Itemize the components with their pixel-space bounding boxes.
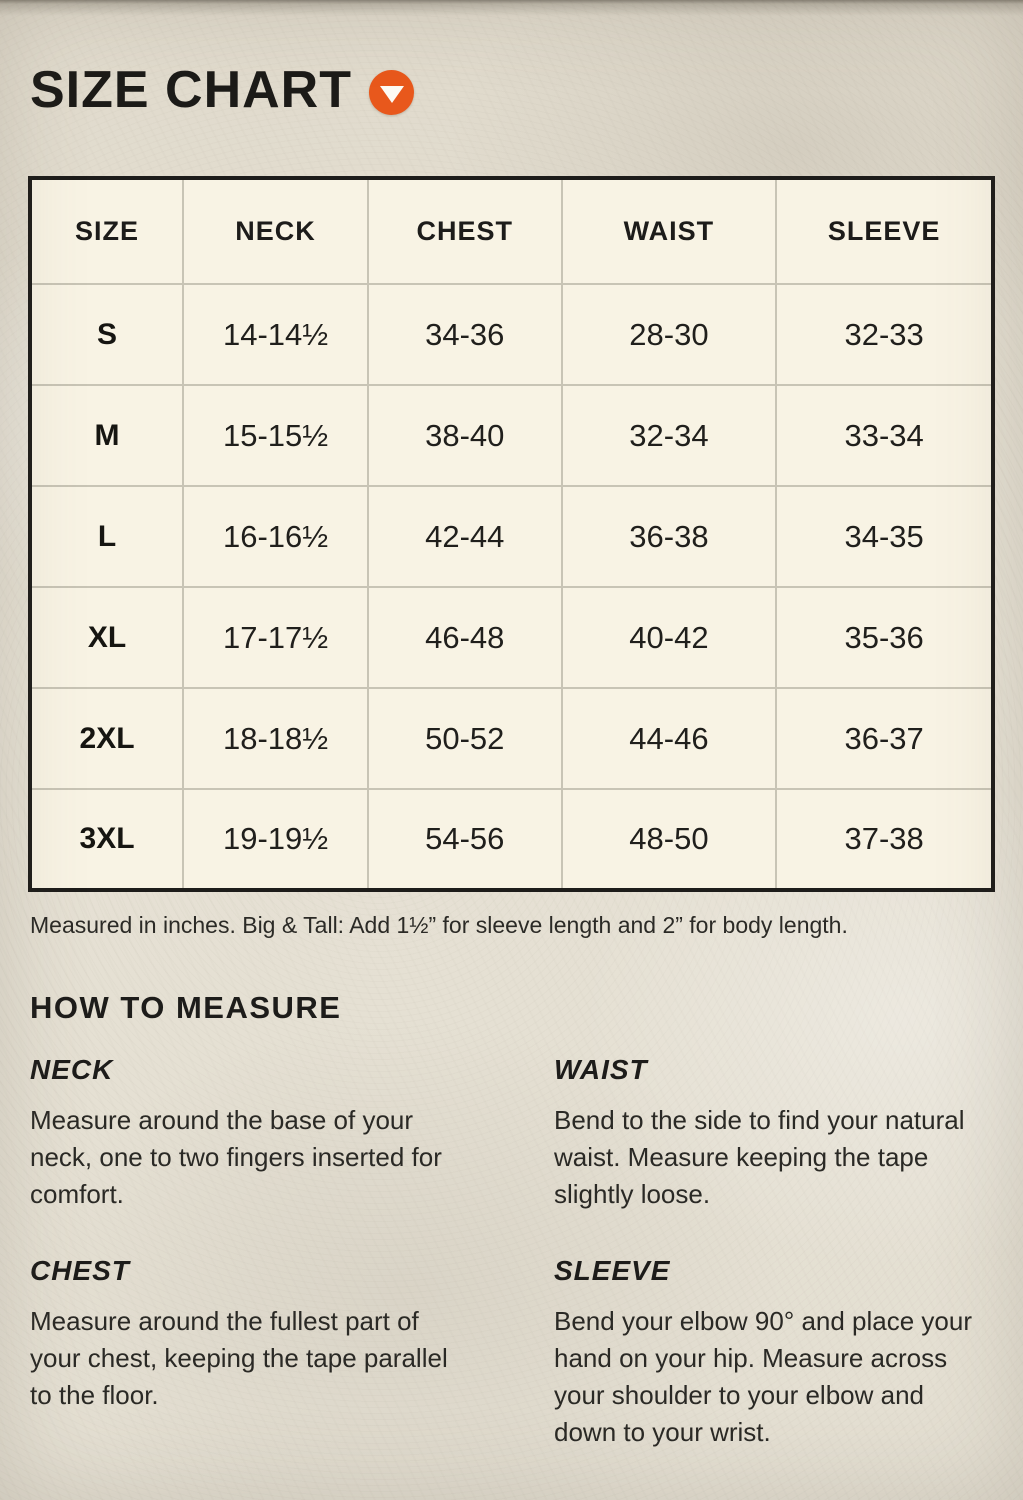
chest-cell: 54-56 xyxy=(367,788,563,891)
waist-cell: 40-42 xyxy=(560,586,778,689)
triangle-down-icon[interactable] xyxy=(369,69,414,115)
table-row-xl: XL 17-17½ 46-48 40-42 35-36 xyxy=(28,586,994,689)
sleeve-cell: 36-37 xyxy=(775,687,994,790)
table-row-s: S 14-14½ 34-36 28-30 32-33 xyxy=(28,283,994,386)
measure-section-heading: SLEEVE xyxy=(554,1255,671,1286)
table-header-row: SIZE NECK CHEST WAIST SLEEVE xyxy=(28,177,994,285)
waist-cell: 28-30 xyxy=(560,283,778,386)
sleeve-cell: 33-34 xyxy=(775,384,994,487)
chest-cell: 38-40 xyxy=(367,384,563,487)
sleeve-cell: 37-38 xyxy=(775,788,994,891)
size-cell: M xyxy=(28,384,185,487)
chest-cell: 34-36 xyxy=(367,283,563,386)
how-to-measure-sections: NECK Measure around the base of your nec… xyxy=(30,1054,993,1451)
measure-section-heading: WAIST xyxy=(554,1054,648,1085)
chest-cell: 46-48 xyxy=(367,586,563,689)
page-title: SIZE CHART xyxy=(30,61,352,119)
measure-section-text: Bend to the side to find your natural wa… xyxy=(554,1105,965,1209)
size-table-header: SIZE NECK CHEST WAIST SLEEVE xyxy=(28,177,994,285)
waist-cell: 48-50 xyxy=(560,788,778,891)
chest-cell: 42-44 xyxy=(367,485,563,588)
column-header-size: SIZE xyxy=(28,177,185,285)
column-header-neck: NECK xyxy=(182,177,369,285)
size-cell: 3XL xyxy=(28,788,185,891)
triangle-glyph xyxy=(379,85,404,103)
sleeve-cell: 32-33 xyxy=(775,283,994,386)
size-cell: 2XL xyxy=(28,687,185,790)
column-header-waist: WAIST xyxy=(560,177,778,285)
neck-cell: 16-16½ xyxy=(182,485,369,588)
waist-cell: 32-34 xyxy=(560,384,778,487)
waist-cell: 36-38 xyxy=(560,485,778,588)
header: SIZE CHART xyxy=(0,0,1023,116)
measure-section-heading: NECK xyxy=(30,1054,114,1085)
size-cell: L xyxy=(28,485,185,588)
neck-cell: 14-14½ xyxy=(182,283,369,386)
neck-cell: 19-19½ xyxy=(182,788,369,891)
size-cell: XL xyxy=(28,586,185,689)
neck-cell: 17-17½ xyxy=(182,586,369,689)
measure-section-sleeve: SLEEVE Bend your elbow 90° and place you… xyxy=(554,1255,993,1451)
table-row-m: M 15-15½ 38-40 32-34 33-34 xyxy=(28,384,994,487)
measure-section-waist: WAIST Bend to the side to find your natu… xyxy=(554,1054,993,1213)
waist-cell: 44-46 xyxy=(560,687,778,790)
measurement-note: Measured in inches. Big & Tall: Add 1½” … xyxy=(30,912,848,938)
measure-section-neck: NECK Measure around the base of your nec… xyxy=(30,1054,469,1213)
measure-section-text: Bend your elbow 90° and place your hand … xyxy=(554,1306,973,1447)
column-header-sleeve: SLEEVE xyxy=(775,177,994,285)
size-cell: S xyxy=(28,283,185,386)
measure-section-text: Measure around the base of your neck, on… xyxy=(30,1105,442,1209)
how-to-measure-title: HOW TO MEASURE xyxy=(30,990,342,1025)
measure-section-text: Measure around the fullest part of your … xyxy=(30,1306,448,1410)
sleeve-cell: 34-35 xyxy=(775,485,994,588)
measure-section-heading: CHEST xyxy=(30,1255,130,1286)
column-header-chest: CHEST xyxy=(367,177,563,285)
neck-cell: 15-15½ xyxy=(182,384,369,487)
size-table-body: S 14-14½ 34-36 28-30 32-33 M 15-15½ 38-4… xyxy=(28,283,994,891)
table-row-2xl: 2XL 18-18½ 50-52 44-46 36-37 xyxy=(28,687,994,790)
size-table: SIZE NECK CHEST WAIST SLEEVE S 14-14½ 34… xyxy=(28,176,995,892)
chest-cell: 50-52 xyxy=(367,687,563,790)
measure-section-chest: CHEST Measure around the fullest part of… xyxy=(30,1255,469,1451)
table-row-3xl: 3XL 19-19½ 54-56 48-50 37-38 xyxy=(28,788,994,891)
table-row-l: L 16-16½ 42-44 36-38 34-35 xyxy=(28,485,994,588)
sleeve-cell: 35-36 xyxy=(775,586,994,689)
neck-cell: 18-18½ xyxy=(182,687,369,790)
